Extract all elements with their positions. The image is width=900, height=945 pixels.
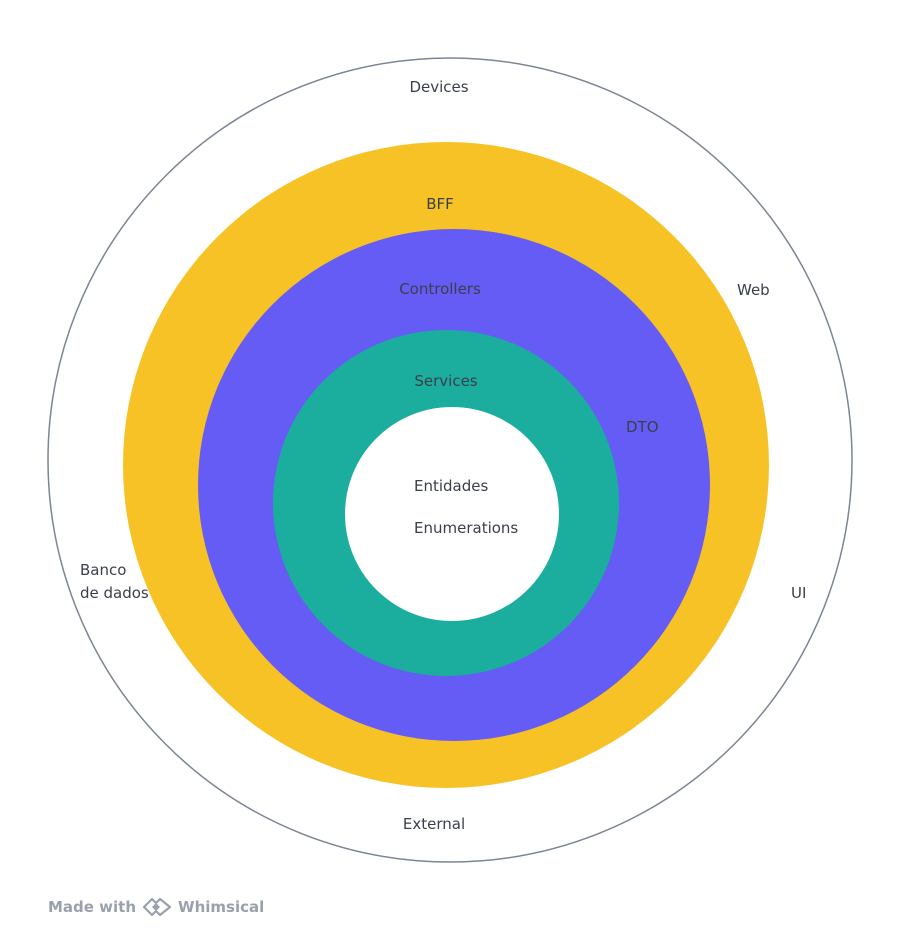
banco-label: Banco [80,561,126,579]
ui-label: UI [791,584,806,602]
services-label: Services [414,372,477,390]
dto-label: DTO [626,418,659,436]
web-label: Web [737,281,770,299]
made-with-whimsical-footer[interactable]: Made with Whimsical [48,896,264,918]
controllers-label: Controllers [399,280,481,298]
devices-label: Devices [409,78,468,96]
whimsical-brand-text: Whimsical [178,898,265,916]
core-circle [345,407,559,621]
enumerations-label: Enumerations [414,519,518,537]
de-dados-label: de dados [80,584,149,602]
external-label: External [403,815,465,833]
made-with-text: Made with [48,898,137,916]
entidades-label: Entidades [414,477,488,495]
whimsical-logo-icon [142,897,172,917]
bff-label: BFF [426,195,454,213]
